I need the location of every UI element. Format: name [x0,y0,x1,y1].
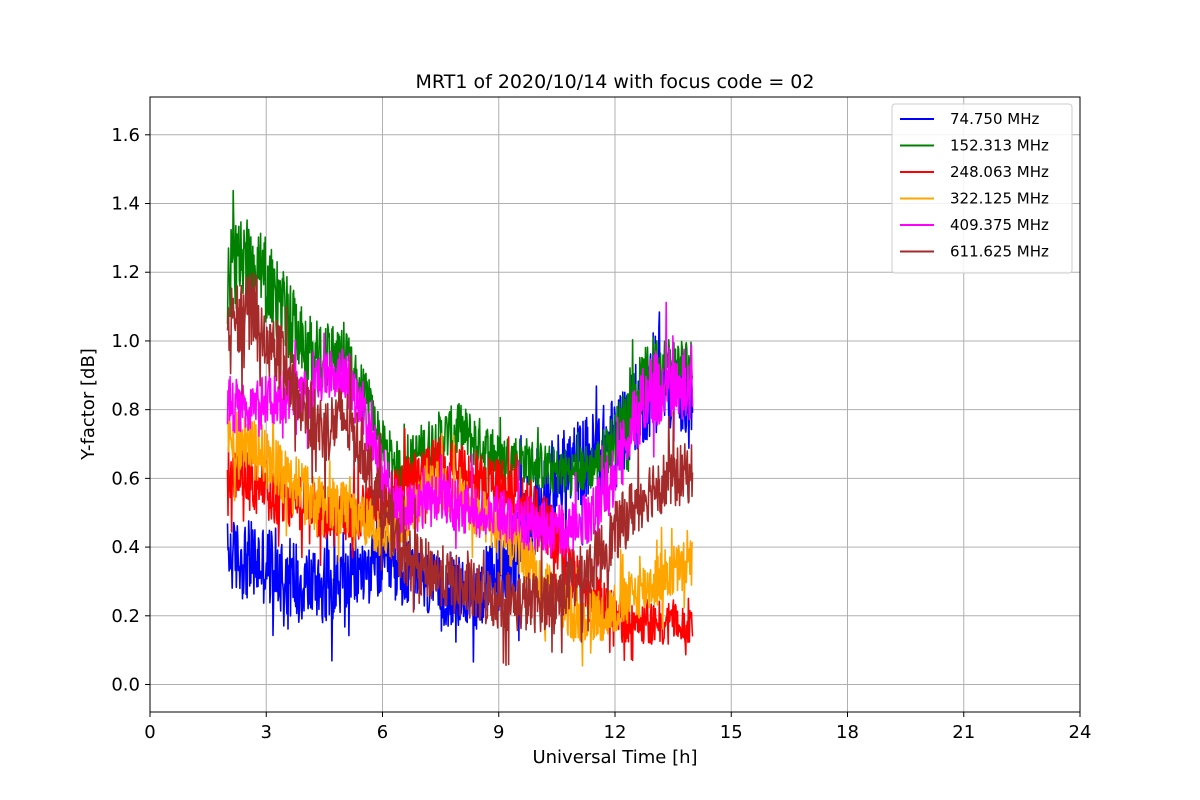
y-tick-label: 0.2 [111,606,140,627]
x-axis-ticks: 0 3 6 9 12 15 18 21 24 [144,712,1091,743]
legend: 74.750 MHz 152.313 MHz 248.063 MHz 322.125 … [891,103,1073,274]
series-line [226,311,694,663]
y-tick-label: 1.0 [111,331,140,352]
legend-label: 248.063 MHz [950,163,1049,181]
legend-box [891,103,1073,274]
series-lines [226,189,694,667]
chart-title: MRT1 of 2020/10/14 with focus code = 02 [416,71,815,93]
x-tick-label: 15 [720,722,743,743]
x-tick-label: 0 [144,722,155,743]
x-tick-label: 21 [952,722,975,743]
x-tick-label: 9 [493,722,504,743]
x-tick-label: 18 [836,722,859,743]
y-tick-label: 0.0 [111,675,140,696]
series-line [226,272,694,666]
legend-label: 152.313 MHz [950,137,1049,155]
x-tick-label: 24 [1069,722,1092,743]
y-tick-label: 1.2 [111,262,140,283]
y-tick-label: 1.6 [111,125,140,146]
x-tick-label: 12 [604,722,627,743]
series-line [226,301,694,567]
series-line [226,411,694,667]
legend-label: 611.625 MHz [950,243,1049,261]
y-tick-label: 0.8 [111,400,140,421]
legend-label: 74.750 MHz [950,110,1039,128]
y-tick-label: 0.6 [111,468,140,489]
x-tick-label: 6 [377,722,388,743]
plot-area: 0 3 6 9 12 15 18 21 24 0.0 0.2 0.4 0.6 0.8 1.0 1.2 1.4 1… [111,96,1091,743]
y-tick-label: 0.4 [111,537,140,558]
x-axis-label: Universal Time [h] [532,747,697,768]
y-axis-label: Y-factor [dB] [78,348,99,461]
y-axis-ticks: 0.0 0.2 0.4 0.6 0.8 1.0 1.2 1.4 1.6 [111,125,150,696]
legend-label: 322.125 MHz [950,190,1049,208]
x-tick-label: 3 [261,722,272,743]
y-tick-label: 1.4 [111,194,140,215]
legend-label: 409.375 MHz [950,216,1049,234]
